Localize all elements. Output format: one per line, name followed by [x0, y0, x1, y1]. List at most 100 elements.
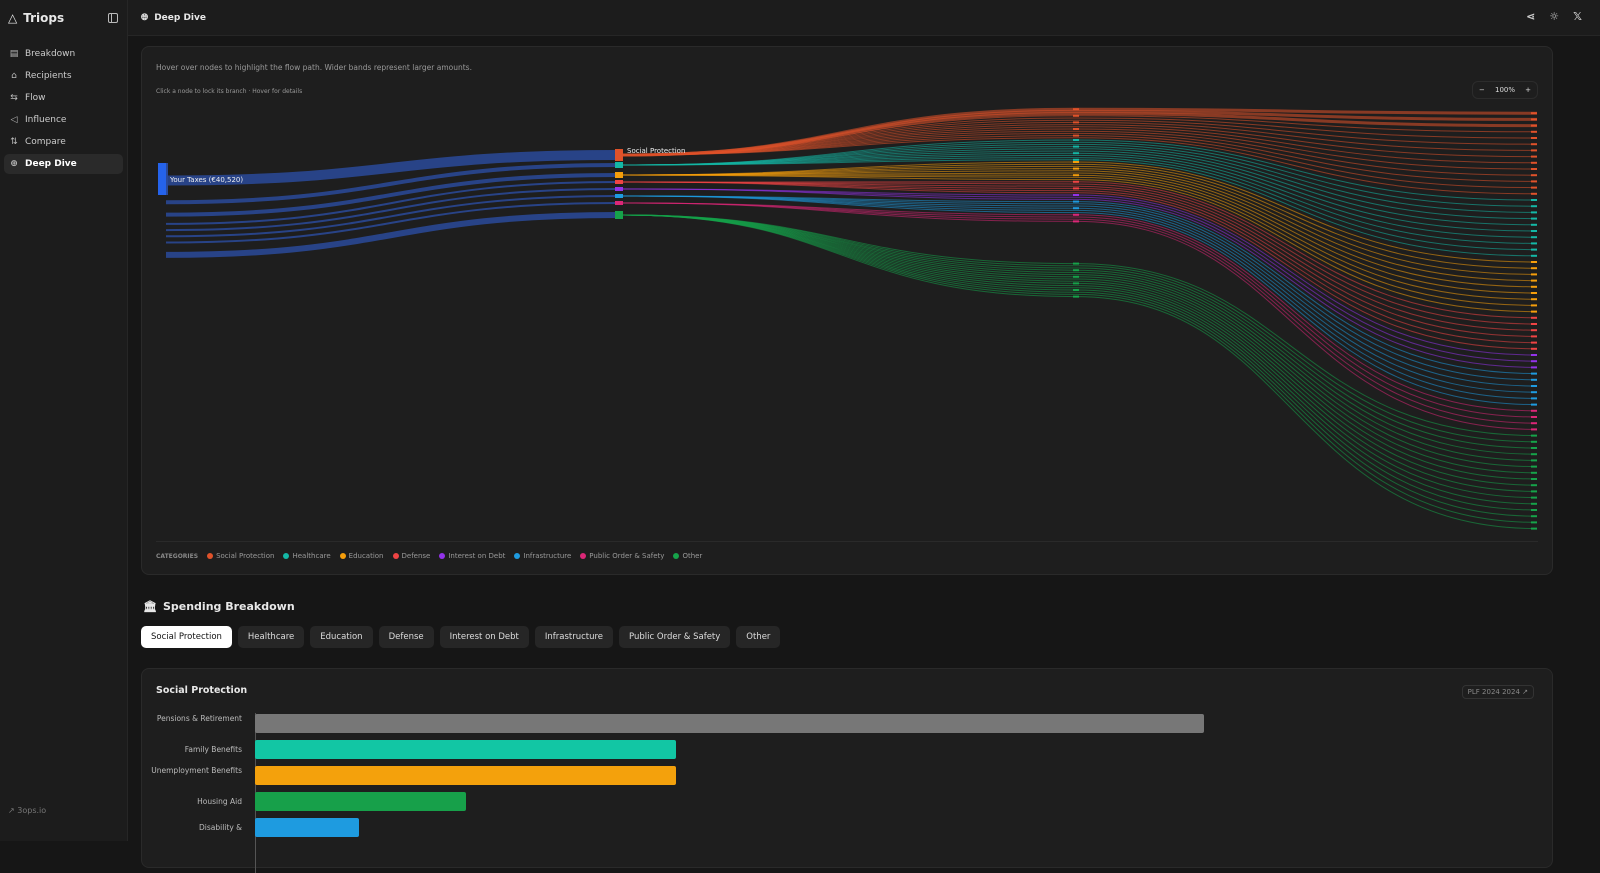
sankey-leaf-node — [1531, 186, 1537, 189]
social-protection-label: Social Protection — [627, 147, 685, 155]
sankey-flow — [622, 188, 1538, 362]
sankey-flow — [622, 195, 1538, 375]
sankey-leaf-node — [1531, 341, 1537, 344]
receipt-icon: ▤ — [9, 49, 19, 59]
bar-label: Family Benefits — [184, 745, 242, 754]
legend-item: Interest on Debt — [439, 552, 505, 560]
sankey-node — [1073, 220, 1079, 223]
tab-social-protection[interactable]: Social Protection — [141, 626, 232, 648]
sankey-leaf-node — [1531, 230, 1537, 232]
brand[interactable]: △ Triops — [0, 0, 127, 36]
sankey-card: Hover over nodes to highlight the flow p… — [141, 46, 1553, 575]
sankey-leaf-node — [1531, 509, 1537, 511]
sidebar-item-label: Influence — [25, 115, 67, 125]
sankey-node — [1073, 139, 1079, 141]
sankey-flow — [622, 181, 1538, 325]
sankey-leaf-node — [1531, 143, 1537, 146]
sankey-leaf-node — [1531, 118, 1537, 121]
sankey-node — [1073, 145, 1079, 148]
sankey-node — [615, 187, 623, 191]
sankey-leaf-node — [1531, 360, 1537, 363]
sankey-flow — [622, 181, 1538, 350]
source-badge[interactable]: PLF 2024 2024 ↗ — [1461, 685, 1534, 699]
sankey-node — [1073, 108, 1079, 111]
share-icon[interactable]: ⋖ — [1526, 10, 1536, 23]
sankey-leaf-node — [1531, 236, 1537, 239]
sidebar-item-influence[interactable]: ◁ Influence — [4, 110, 123, 130]
triops-logo-icon: △ — [8, 11, 18, 25]
sankey-flow — [622, 174, 1538, 313]
zoom-out-button[interactable]: − — [1479, 86, 1485, 94]
tab-infrastructure[interactable]: Infrastructure — [534, 626, 614, 648]
source-band — [166, 163, 168, 195]
sankey-leaf-node — [1531, 168, 1537, 170]
sidebar-item-recipients[interactable]: ⌂ Recipients — [4, 66, 123, 86]
legend-item: Defense — [392, 552, 431, 560]
sankey-leaf-node — [1531, 397, 1537, 400]
sankey-node — [1073, 207, 1079, 210]
sankey-flow — [622, 174, 1538, 300]
bar[interactable] — [255, 714, 1204, 733]
sankey-flow — [622, 214, 1538, 443]
sidebar-item-label: Breakdown — [25, 49, 76, 59]
bar[interactable] — [255, 792, 466, 811]
sidebar-item-compare[interactable]: ⇅ Compare — [4, 132, 123, 152]
sankey-leaf-node — [1531, 161, 1537, 164]
x-logo-icon[interactable]: 𝕏 — [1573, 10, 1582, 23]
legend-item: Healthcare — [283, 552, 331, 560]
sankey-node — [1073, 128, 1079, 130]
bar[interactable] — [255, 818, 360, 837]
theme-toggle-icon[interactable]: ☼ — [1549, 10, 1560, 23]
tab-defense[interactable]: Defense — [378, 626, 434, 648]
category-legend: CATEGORIES Social Protection Healthcare Edu… — [156, 552, 702, 560]
sankey-leaf-node — [1531, 279, 1537, 282]
sankey-node — [1073, 269, 1079, 272]
sankey-leaf-node — [1531, 242, 1537, 245]
sidebar-item-breakdown[interactable]: ▤ Breakdown — [4, 44, 123, 64]
sankey-leaf-node — [1531, 422, 1537, 425]
sankey-leaf-node — [1531, 490, 1537, 493]
legend-item: Other — [673, 552, 702, 560]
sankey-leaf-node — [1531, 447, 1537, 449]
legend-dot-icon — [339, 553, 346, 559]
tab-education[interactable]: Education — [310, 626, 373, 648]
sankey-flow — [622, 214, 1538, 523]
sankey-leaf-node — [1531, 372, 1537, 375]
legend-title: CATEGORIES — [156, 552, 199, 560]
sankey-node — [615, 194, 623, 198]
sankey-flow — [622, 148, 1538, 226]
sankey-leaf-node — [1531, 192, 1537, 195]
sidebar-item-deep-dive[interactable]: ⊕ Deep Dive — [4, 154, 123, 174]
legend-label: Defense — [401, 552, 431, 560]
bar[interactable] — [255, 766, 677, 785]
sankey-flow — [622, 214, 1538, 437]
zoom-in-button[interactable]: + — [1525, 86, 1531, 94]
sankey-leaf-node — [1531, 323, 1537, 325]
legend-item: Public Order & Safety — [580, 552, 664, 560]
tab-other[interactable]: Other — [736, 626, 781, 648]
tab-public-order-safety[interactable]: Public Order & Safety — [619, 626, 731, 648]
sankey-band — [165, 212, 620, 258]
sankey-band — [165, 173, 620, 217]
bank-icon: ⌂ — [11, 71, 17, 81]
sankey-node — [1073, 180, 1079, 183]
sankey-flow — [622, 195, 1538, 393]
sankey-leaf-node — [1531, 378, 1537, 381]
sankey-leaf-node — [1531, 366, 1537, 369]
sidebar-toggle-icon[interactable] — [108, 13, 118, 23]
sankey-flow — [622, 141, 1538, 207]
sidebar-item-flow[interactable]: ⇆ Flow — [4, 88, 123, 108]
bar[interactable] — [255, 740, 677, 759]
page-title: Deep Dive — [154, 12, 206, 23]
sankey-leaf-node — [1531, 155, 1537, 158]
sankey-flow — [622, 143, 1538, 213]
tab-healthcare[interactable]: Healthcare — [237, 626, 305, 648]
sankey-leaf-node — [1531, 403, 1537, 406]
sidebar-item-label: Compare — [25, 137, 66, 147]
footer-link[interactable]: ↗ 3ops.io — [8, 806, 47, 815]
sankey-diagram[interactable]: Your Taxes (€40,520) Social Protection — [142, 47, 1554, 576]
tab-interest-on-debt[interactable]: Interest on Debt — [439, 626, 529, 648]
sankey-leaf-node — [1531, 502, 1537, 505]
sankey-leaf-node — [1531, 174, 1537, 177]
sankey-flow — [622, 214, 1538, 517]
